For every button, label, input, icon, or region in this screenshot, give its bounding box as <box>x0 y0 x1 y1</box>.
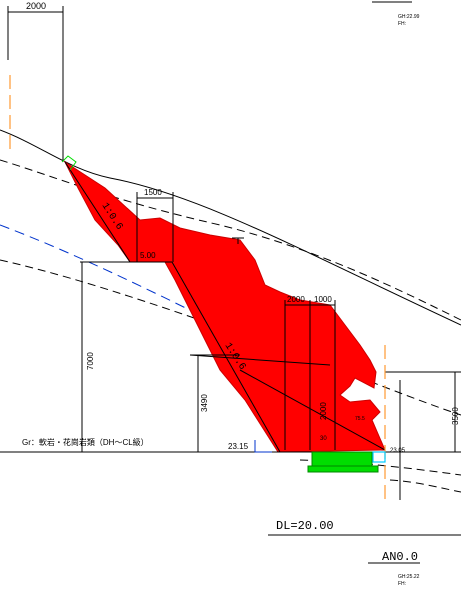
inner-line-2 <box>239 369 386 451</box>
green-footing <box>311 451 373 467</box>
width-b-label: 1000 <box>314 295 332 304</box>
top-width-label: 2000 <box>26 1 46 11</box>
right-ground-2 <box>389 479 461 493</box>
right-height-dimension: 3500 <box>385 371 461 452</box>
angle-label-b: 75.5 <box>355 416 365 422</box>
cyan-gutter <box>372 451 386 463</box>
ground-note: Gr：軟岩・花崗岩類（DH～CL級） <box>22 437 149 447</box>
t-marker <box>232 237 244 244</box>
right-height-label: 3500 <box>451 407 460 425</box>
lower-height-dimension: 3490 <box>190 354 240 452</box>
station-label: AN0.0 <box>382 550 418 564</box>
angle-label-a: 30 <box>320 436 327 442</box>
lower-height-label: 3490 <box>200 394 209 412</box>
upper-slope-line <box>64 161 131 263</box>
right-toe-level-label: 23.05 <box>390 448 406 454</box>
weathered-line-2 <box>0 259 461 416</box>
green-base <box>307 465 379 473</box>
blue-toe-frame <box>254 440 272 453</box>
gh-bottom-label: GH:25.22 FH: <box>398 574 421 587</box>
berm-dimension: 1500 <box>136 188 174 262</box>
lower-slope-line <box>171 261 281 453</box>
total-height-label: 7000 <box>86 352 95 370</box>
dl-label: DL=20.00 <box>276 519 334 533</box>
top-dimension: 2000 <box>7 1 64 160</box>
existing-ground-line <box>0 129 461 326</box>
red-fill-area <box>63 160 386 453</box>
green-marker-top <box>61 155 77 171</box>
total-height-dimension: 7000 <box>80 261 172 452</box>
inner-line-1 <box>189 354 331 366</box>
berm-width-label: 1500 <box>144 188 162 197</box>
gh-top-label: GH:22.99 FH: <box>398 14 421 27</box>
ground-profiles <box>0 129 461 493</box>
width-a-label: 2000 <box>287 295 305 304</box>
toe-level-label: 23.15 <box>228 442 249 451</box>
wall-dimensions: 2000 1000 <box>284 295 336 450</box>
berm-level-label: 5.00 <box>140 251 156 260</box>
weathered-line-1 <box>0 159 461 321</box>
wall-height-label: 2000 <box>319 402 328 420</box>
